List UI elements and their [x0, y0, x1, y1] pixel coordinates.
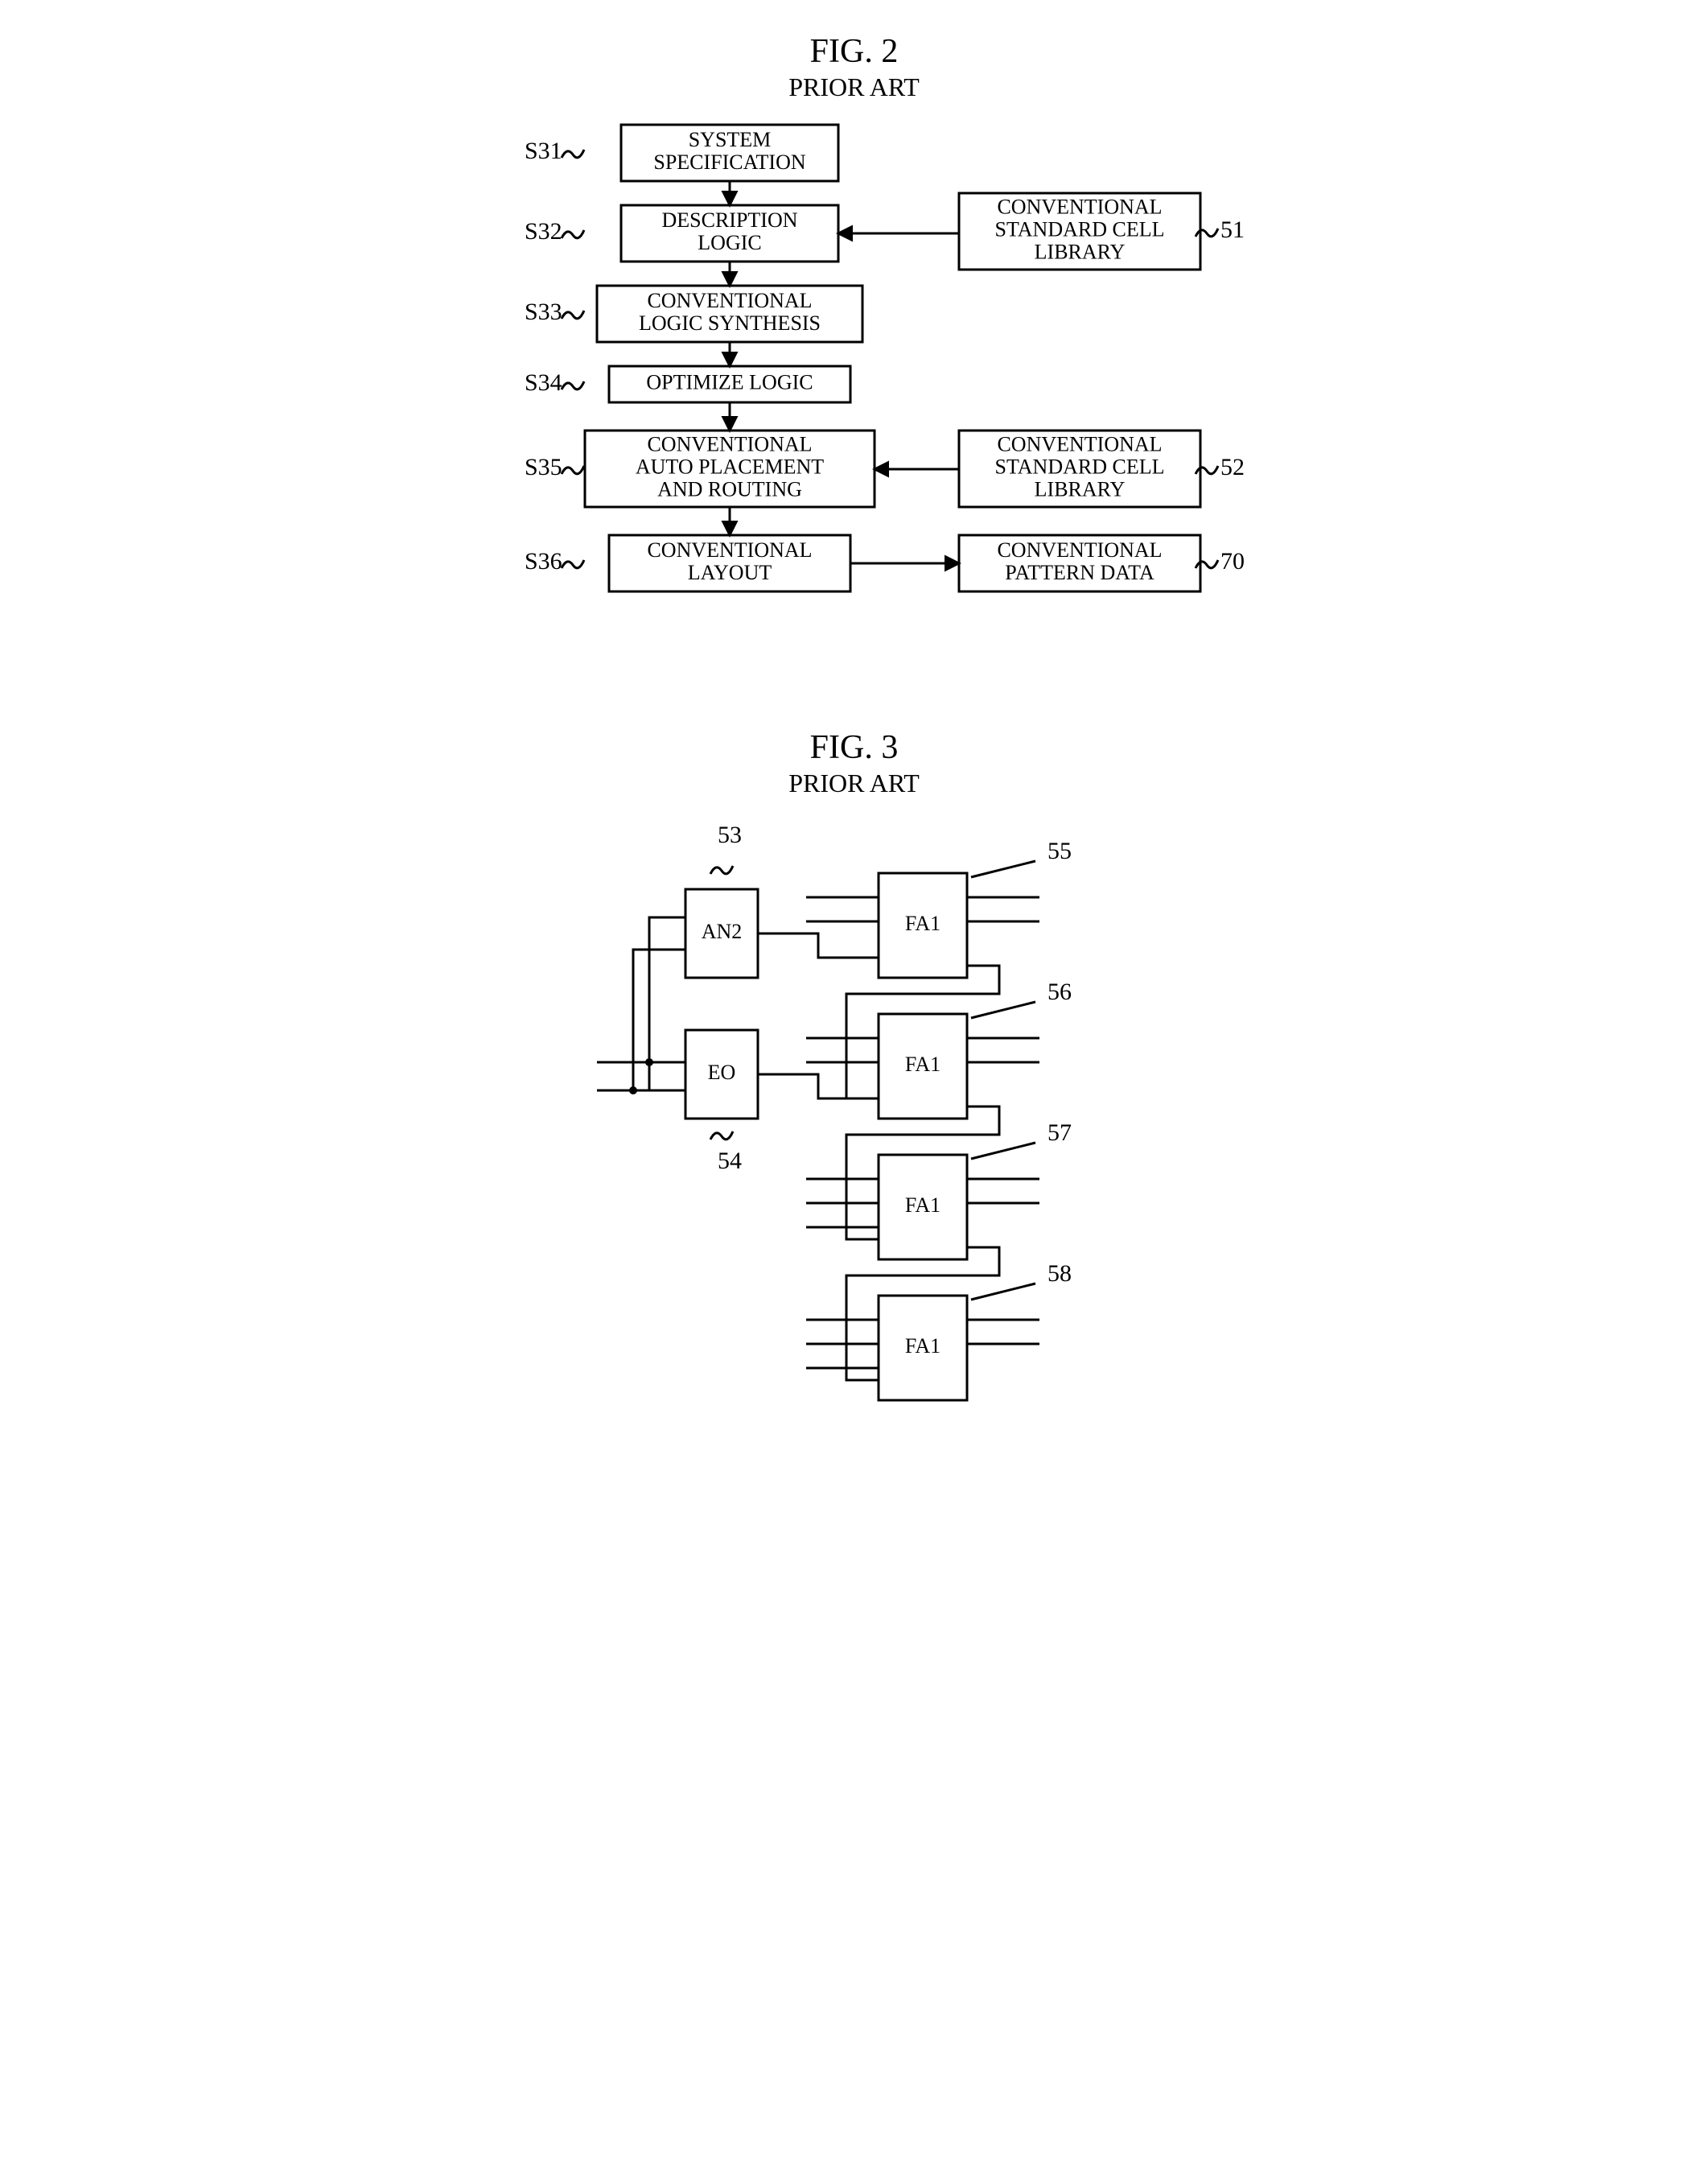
box-text-b70-1: PATTERN DATA: [1005, 561, 1154, 584]
junction-dot-1: [629, 1086, 637, 1094]
label-l51: 51: [1220, 216, 1245, 243]
figure-2: FIG. 2 PRIOR ART SYSTEMSPECIFICATION DESC…: [32, 32, 1676, 680]
squiggle-f3-1: [710, 1131, 733, 1139]
squiggle-f2-0: [562, 150, 584, 158]
box-text-s35-2: AND ROUTING: [657, 477, 802, 501]
fig2-title: FIG. 2: [32, 32, 1676, 71]
leader-2: [971, 1143, 1035, 1159]
figure-3: FIG. 3 PRIOR ART AN2 EO FA1 FA1 FA1 FA1 53 54 55…: [32, 728, 1676, 1457]
box-text-s31-0: SYSTEM: [688, 128, 771, 151]
block-text-fa1: FA1: [904, 912, 940, 935]
wire-an2-fa1: [758, 933, 879, 958]
junction-wire-0: [649, 917, 685, 1062]
box-text-s32-0: DESCRIPTION: [661, 208, 797, 232]
box-text-s36-1: LAYOUT: [687, 561, 772, 584]
label-l57: 57: [1047, 1119, 1072, 1146]
block-text-eo: EO: [707, 1061, 735, 1084]
box-text-s36-0: CONVENTIONAL: [647, 538, 812, 562]
label-l58: 58: [1047, 1260, 1072, 1287]
leader-3: [971, 1284, 1035, 1300]
box-text-b52-1: STANDARD CELL: [994, 455, 1164, 478]
junction-dot-0: [645, 1058, 653, 1066]
squiggle-f2-1: [562, 230, 584, 238]
fig3-subtitle: PRIOR ART: [32, 769, 1676, 798]
block-text-an2: AN2: [701, 920, 742, 943]
leader-1: [971, 1002, 1035, 1018]
label-s33: S33: [525, 299, 562, 325]
box-text-s34-0: OPTIMIZE LOGIC: [646, 370, 813, 394]
squiggle-f2-2: [562, 311, 584, 319]
squiggle-f3-0: [710, 866, 733, 874]
fig2-subtitle: PRIOR ART: [32, 72, 1676, 102]
fig2-diagram: SYSTEMSPECIFICATION DESCRIPTIONLOGIC CONVE…: [444, 117, 1265, 680]
squiggle-f2-5: [562, 560, 584, 568]
label-l53: 53: [718, 822, 742, 848]
label-s35: S35: [525, 454, 562, 480]
box-text-b51-0: CONVENTIONAL: [997, 195, 1162, 218]
label-l52: 52: [1220, 454, 1245, 480]
block-text-fa4: FA1: [904, 1334, 940, 1358]
box-text-s33-0: CONVENTIONAL: [647, 289, 812, 312]
label-s36: S36: [525, 548, 562, 575]
block-text-fa3: FA1: [904, 1193, 940, 1217]
label-l55: 55: [1047, 838, 1072, 864]
box-text-s35-1: AUTO PLACEMENT: [635, 455, 823, 478]
box-text-b70-0: CONVENTIONAL: [997, 538, 1162, 562]
label-s32: S32: [525, 218, 562, 245]
squiggle-f2-4: [562, 466, 584, 474]
label-l54: 54: [718, 1148, 742, 1174]
label-s31: S31: [525, 138, 562, 164]
box-text-b51-1: STANDARD CELL: [994, 217, 1164, 241]
box-text-s35-0: CONVENTIONAL: [647, 432, 812, 455]
box-text-s33-1: LOGIC SYNTHESIS: [638, 311, 820, 335]
junction-wire-1: [633, 950, 685, 1090]
box-text-s31-1: SPECIFICATION: [653, 150, 805, 174]
box-text-b52-2: LIBRARY: [1034, 477, 1125, 501]
fig3-title: FIG. 3: [32, 728, 1676, 767]
label-l70: 70: [1220, 548, 1245, 575]
label-l56: 56: [1047, 979, 1072, 1005]
box-text-s32-1: LOGIC: [698, 231, 761, 254]
fig3-diagram: AN2 EO FA1 FA1 FA1 FA1 53 54 55 56 57 58: [492, 813, 1216, 1457]
box-text-b52-0: CONVENTIONAL: [997, 432, 1162, 455]
squiggle-f2-3: [562, 381, 584, 389]
label-s34: S34: [525, 369, 562, 396]
box-text-b51-2: LIBRARY: [1034, 240, 1125, 263]
leader-0: [971, 861, 1035, 877]
wire-eo-fa2: [758, 1074, 879, 1098]
block-text-fa2: FA1: [904, 1053, 940, 1076]
